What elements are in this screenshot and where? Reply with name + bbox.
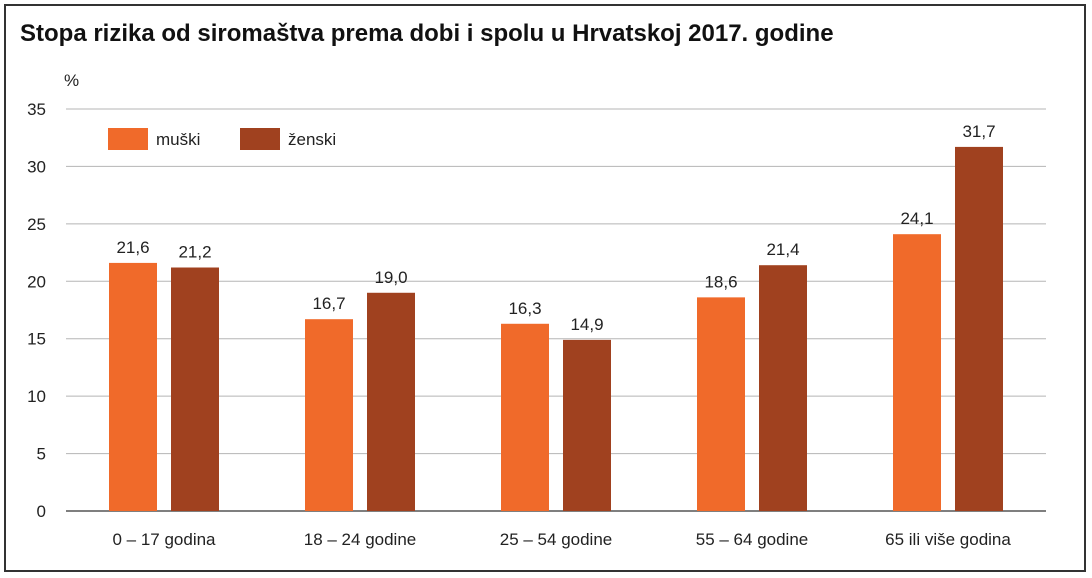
data-label: 21,6 (116, 238, 149, 257)
legend-label: ženski (288, 130, 336, 149)
legend-label: muški (156, 130, 200, 149)
category-label: 55 – 64 godine (696, 530, 809, 549)
bar (759, 265, 807, 511)
data-label: 31,7 (962, 122, 995, 141)
bar (893, 234, 941, 512)
data-label: 18,6 (704, 272, 737, 291)
category-label: 25 – 54 godine (500, 530, 613, 549)
bar (697, 297, 745, 511)
data-label: 16,3 (508, 299, 541, 318)
legend: muški ženski (108, 128, 336, 150)
y-axis-ticks: 0 5 10 15 20 25 30 35 (27, 100, 46, 521)
bar (171, 267, 219, 511)
bar (109, 262, 157, 511)
gridlines (66, 108, 1046, 512)
data-label: 21,2 (178, 243, 211, 262)
bars (109, 146, 1003, 512)
y-tick-label: 0 (37, 502, 46, 521)
bar (955, 146, 1003, 511)
category-label: 0 – 17 godina (112, 530, 216, 549)
data-label: 19,0 (374, 268, 407, 287)
data-label: 24,1 (900, 209, 933, 228)
chart-title: Stopa rizika od siromaštva prema dobi i … (20, 20, 834, 47)
data-label: 21,4 (766, 240, 799, 259)
legend-swatch (240, 128, 280, 150)
y-tick-label: 30 (27, 157, 46, 176)
y-tick-label: 25 (27, 215, 46, 234)
category-label: 65 ili više godina (885, 530, 1011, 549)
y-tick-label: 5 (37, 445, 46, 464)
data-label: 14,9 (570, 315, 603, 334)
y-tick-label: 20 (27, 272, 46, 291)
y-tick-label: 10 (27, 387, 46, 406)
bar (563, 339, 611, 511)
y-axis-label: % (64, 71, 79, 90)
bar (305, 319, 353, 511)
x-axis-categories: 0 – 17 godina 18 – 24 godine 25 – 54 godin… (112, 530, 1011, 549)
data-labels: 21,6 21,2 16,7 19,0 16,3 14,9 18,6 21,4 24,1 31,7 (116, 122, 995, 334)
legend-swatch (108, 128, 148, 150)
bar (501, 323, 549, 511)
bar (367, 292, 415, 511)
y-tick-label: 15 (27, 330, 46, 349)
y-tick-label: 35 (27, 100, 46, 119)
data-label: 16,7 (312, 294, 345, 313)
category-label: 18 – 24 godine (304, 530, 417, 549)
